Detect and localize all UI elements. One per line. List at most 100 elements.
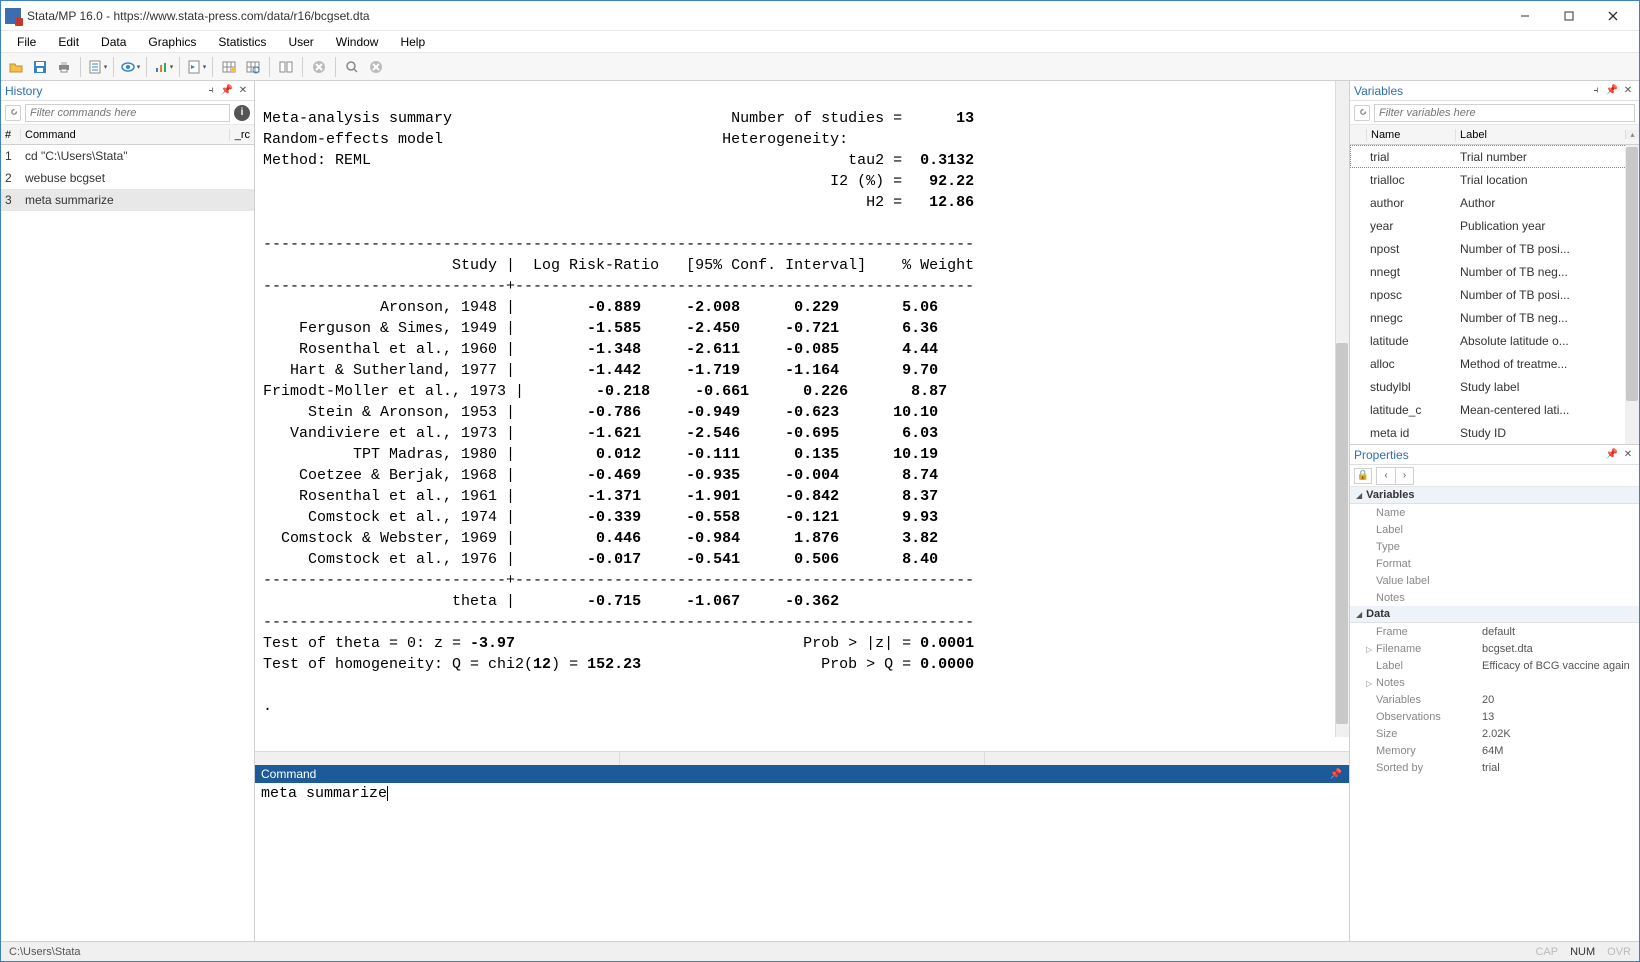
results-vscrollbar[interactable]	[1335, 81, 1349, 737]
history-row[interactable]: 1cd "C:\Users\Stata"	[1, 145, 254, 167]
results-viewer[interactable]: Meta-analysis summary Number of studies …	[255, 81, 1349, 751]
vars-col-label[interactable]: Label	[1456, 129, 1625, 141]
variable-row[interactable]: trialTrial number	[1350, 145, 1639, 168]
close-panel-icon[interactable]: ✕	[1621, 84, 1635, 98]
prop-section[interactable]: ◢Data	[1350, 606, 1639, 623]
menu-graphics[interactable]: Graphics	[138, 33, 206, 51]
variable-row[interactable]: nnegcNumber of TB neg...	[1350, 306, 1639, 329]
variable-row[interactable]: nnegtNumber of TB neg...	[1350, 260, 1639, 283]
close-button[interactable]	[1591, 2, 1635, 30]
titlebar: Stata/MP 16.0 - https://www.stata-press.…	[1, 1, 1639, 31]
menu-file[interactable]: File	[7, 33, 46, 51]
results-text: Meta-analysis summary Number of studies …	[263, 87, 1341, 717]
variable-row[interactable]: latitudeAbsolute latitude o...	[1350, 329, 1639, 352]
variable-row[interactable]: nposcNumber of TB posi...	[1350, 283, 1639, 306]
maximize-button[interactable]	[1547, 2, 1591, 30]
variable-row[interactable]: authorAuthor	[1350, 191, 1639, 214]
history-row[interactable]: 3meta summarize	[1, 189, 254, 211]
prop-row[interactable]: Variables20	[1350, 691, 1639, 708]
autohide-icon[interactable]: ⫞	[204, 84, 218, 98]
wrench-icon[interactable]	[1354, 105, 1370, 121]
data-browser-icon[interactable]	[242, 56, 264, 78]
prop-row[interactable]: Type	[1350, 538, 1639, 555]
variables-filter-input[interactable]	[1374, 104, 1635, 122]
results-hscrollbar[interactable]	[255, 751, 1349, 765]
history-title: History	[5, 84, 204, 98]
prop-row[interactable]: Memory64M	[1350, 742, 1639, 759]
prop-row[interactable]: Observations13	[1350, 708, 1639, 725]
stop-icon[interactable]	[365, 56, 387, 78]
history-col-cmd[interactable]: Command	[21, 129, 230, 141]
app-icon	[5, 8, 21, 24]
prop-row[interactable]: Name	[1350, 504, 1639, 521]
dofile-icon[interactable]: ▾	[185, 56, 207, 78]
menu-help[interactable]: Help	[390, 33, 435, 51]
variables-manager-icon[interactable]	[275, 56, 297, 78]
menu-data[interactable]: Data	[91, 33, 136, 51]
history-row[interactable]: 2webuse bcgset	[1, 167, 254, 189]
command-input[interactable]: meta summarize	[255, 783, 1349, 941]
break-icon[interactable]	[308, 56, 330, 78]
history-col-num[interactable]: #	[1, 129, 21, 141]
variable-row[interactable]: allocMethod of treatme...	[1350, 352, 1639, 375]
menu-window[interactable]: Window	[326, 33, 389, 51]
prop-row[interactable]: ▷Filenamebcgset.dta	[1350, 640, 1639, 657]
save-icon[interactable]	[29, 56, 51, 78]
variable-row[interactable]: triallocTrial location	[1350, 168, 1639, 191]
lock-icon[interactable]: 🔒	[1354, 468, 1372, 484]
status-path: C:\Users\Stata	[9, 946, 1523, 958]
data-editor-icon[interactable]	[218, 56, 240, 78]
vars-vscrollbar[interactable]	[1625, 145, 1639, 444]
prop-row[interactable]: Notes	[1350, 589, 1639, 606]
prev-icon[interactable]: ‹	[1377, 468, 1395, 484]
statusbar: C:\Users\Stata CAP NUM OVR	[1, 941, 1639, 961]
info-icon[interactable]: i	[234, 105, 250, 121]
minimize-button[interactable]	[1503, 2, 1547, 30]
menu-user[interactable]: User	[278, 33, 323, 51]
history-panel: History ⫞ 📌 ✕ i # Command _rc 1cd "C:\Us…	[1, 81, 255, 941]
close-panel-icon[interactable]: ✕	[1621, 448, 1635, 462]
scroll-up-icon[interactable]: ▴	[1625, 130, 1639, 139]
autohide-icon[interactable]: ⫞	[1589, 84, 1603, 98]
prop-row[interactable]: LabelEfficacy of BCG vaccine again	[1350, 657, 1639, 674]
properties-title: Properties	[1354, 448, 1605, 462]
viewer-icon[interactable]: ▾	[119, 56, 141, 78]
prop-section[interactable]: ◢Variables	[1350, 487, 1639, 504]
command-text: meta summarize	[261, 785, 387, 802]
prop-row[interactable]: Label	[1350, 521, 1639, 538]
variable-row[interactable]: studylblStudy label	[1350, 375, 1639, 398]
history-filter-input[interactable]	[25, 104, 230, 122]
close-panel-icon[interactable]: ✕	[236, 84, 250, 98]
menu-edit[interactable]: Edit	[48, 33, 89, 51]
pin-icon[interactable]: 📌	[1329, 767, 1343, 781]
variable-row[interactable]: yearPublication year	[1350, 214, 1639, 237]
wrench-icon[interactable]	[5, 105, 21, 121]
pin-icon[interactable]: 📌	[1605, 448, 1619, 462]
log-icon[interactable]: ▾	[86, 56, 108, 78]
open-icon[interactable]	[5, 56, 27, 78]
vars-col-name[interactable]: Name	[1366, 129, 1456, 141]
history-col-rc[interactable]: _rc	[230, 129, 254, 141]
menu-statistics[interactable]: Statistics	[208, 33, 276, 51]
prop-row[interactable]: Size2.02K	[1350, 725, 1639, 742]
graph-icon[interactable]: ▾	[152, 56, 174, 78]
prop-row[interactable]: Value label	[1350, 572, 1639, 589]
variable-row[interactable]: latitude_cMean-centered lati...	[1350, 398, 1639, 421]
variables-list: trialTrial numbertriallocTrial locationa…	[1350, 145, 1639, 444]
prop-row[interactable]: Framedefault	[1350, 623, 1639, 640]
variable-row[interactable]: meta idStudy ID	[1350, 421, 1639, 444]
cap-indicator: CAP	[1535, 946, 1558, 958]
window-title: Stata/MP 16.0 - https://www.stata-press.…	[27, 9, 1503, 23]
menubar: File Edit Data Graphics Statistics User …	[1, 31, 1639, 53]
variables-panel: Variables ⫞ 📌 ✕ Name Label ▴	[1350, 81, 1639, 445]
pin-icon[interactable]: 📌	[1605, 84, 1619, 98]
search-more-icon[interactable]	[341, 56, 363, 78]
pin-icon[interactable]: 📌	[220, 84, 234, 98]
prop-row[interactable]: Format	[1350, 555, 1639, 572]
next-icon[interactable]: ›	[1395, 468, 1413, 484]
prop-row[interactable]: Sorted bytrial	[1350, 759, 1639, 776]
print-icon[interactable]	[53, 56, 75, 78]
variable-row[interactable]: npostNumber of TB posi...	[1350, 237, 1639, 260]
prop-row[interactable]: ▷Notes	[1350, 674, 1639, 691]
ovr-indicator: OVR	[1607, 946, 1631, 958]
